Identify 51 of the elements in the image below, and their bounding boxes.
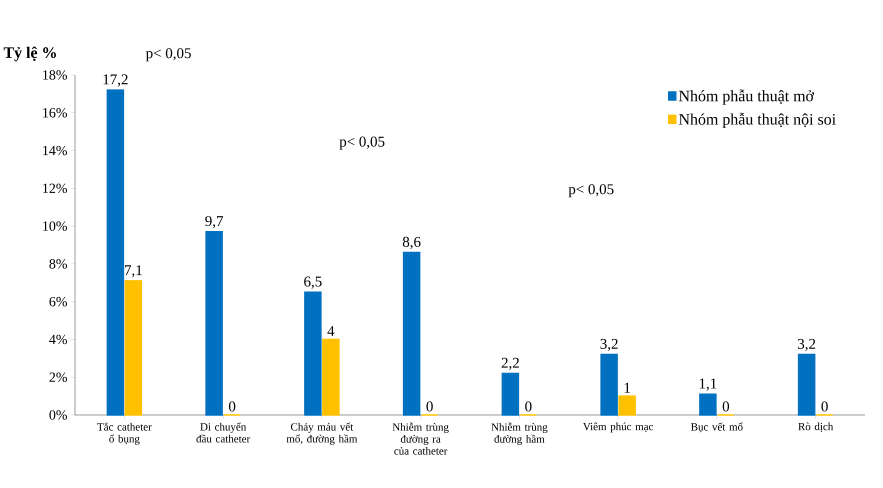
bar xyxy=(618,395,636,416)
x-tick-label: Chảy máu vết mổ, đường hầm xyxy=(286,422,358,445)
annotation: p< 0,05 xyxy=(339,136,384,150)
data-label: 8,6 xyxy=(402,236,421,250)
bar xyxy=(699,393,717,416)
data-label: 2,2 xyxy=(502,358,519,370)
y-tick-label: 12% xyxy=(43,184,67,194)
data-label: 0 xyxy=(426,401,433,412)
data-label: 0 xyxy=(525,401,532,412)
annotation: p< 0,05 xyxy=(568,184,614,198)
x-tick-label: Di chuyển đầu catheter xyxy=(196,422,250,443)
legend-label: Nhóm phẫu thuật nội soi xyxy=(678,112,836,128)
data-label: 6,5 xyxy=(304,276,322,289)
data-label: 3,2 xyxy=(798,338,816,352)
data-label: 1,1 xyxy=(700,378,716,391)
data-label: 17,2 xyxy=(104,74,128,87)
y-tick-label: 4% xyxy=(49,334,67,344)
data-label: 9,7 xyxy=(205,216,224,228)
bar xyxy=(106,89,124,416)
x-tick-label: Nhiễm trùng đường ra của catheter xyxy=(392,422,449,455)
y-tick-label: 18% xyxy=(43,70,67,80)
data-label: 4 xyxy=(327,326,334,336)
data-label: 7,1 xyxy=(125,265,142,278)
x-tick-label: Tắc catheter ổ bụng xyxy=(97,422,152,445)
y-tick-label: 0% xyxy=(49,410,67,420)
bar xyxy=(322,338,340,416)
data-label: 1 xyxy=(624,382,630,393)
text: p< 0,05 xyxy=(146,48,191,62)
legend-label: Nhóm phẫu thuật mở xyxy=(678,89,814,105)
x-tick-label: Rò dịch xyxy=(798,422,834,432)
data-label: 0 xyxy=(722,401,730,412)
bar xyxy=(798,354,816,416)
y-tick-label: 14% xyxy=(43,146,67,156)
bar xyxy=(600,354,618,416)
bar xyxy=(402,252,420,416)
y-tick-label: 10% xyxy=(43,221,67,231)
bar xyxy=(502,372,520,416)
data-label: 0 xyxy=(821,401,828,412)
x-tick-label: Bục vết mổ xyxy=(691,422,743,432)
bar xyxy=(304,291,322,416)
y-tick-label: 16% xyxy=(43,108,67,118)
data-label: 0 xyxy=(228,401,236,412)
x-tick-label: Nhiễm trùng đường hầm xyxy=(491,422,548,445)
y-tick-label: 2% xyxy=(49,372,67,382)
data-label: 3,2 xyxy=(600,338,618,352)
y-tick-label: 6% xyxy=(49,296,67,306)
bar xyxy=(205,231,223,416)
y-tick-label: 8% xyxy=(49,259,67,269)
bar xyxy=(124,280,142,416)
y-axis-title: Tỷ lệ % xyxy=(4,46,56,62)
x-tick-label: Viêm phúc mạc xyxy=(582,422,654,432)
